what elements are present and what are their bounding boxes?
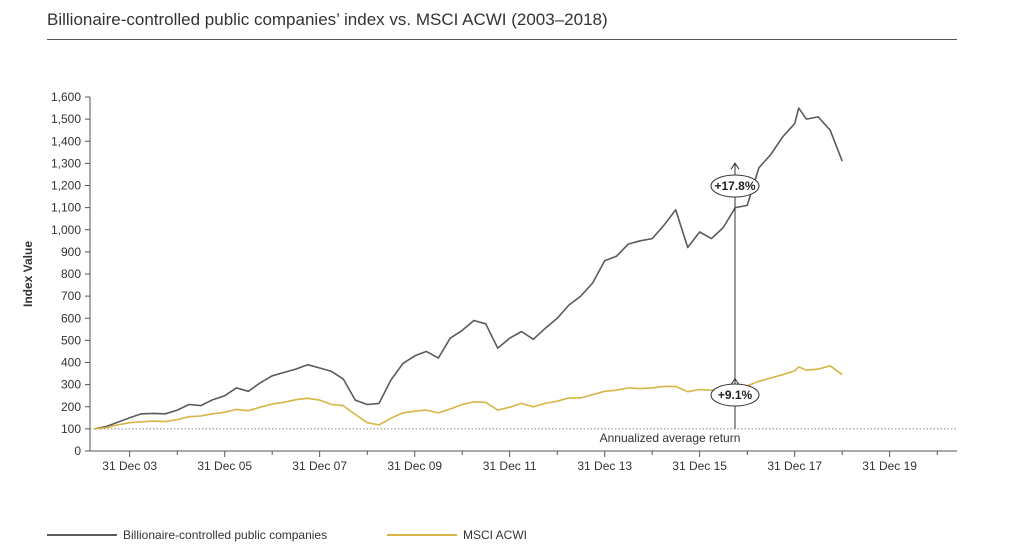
chart-title: Billionaire-controlled public companies’… bbox=[47, 10, 608, 29]
annotation-billionaire-label: +17.8% bbox=[714, 179, 755, 193]
x-tick-label: 31 Dec 13 bbox=[577, 459, 632, 473]
x-tick-label: 31 Dec 05 bbox=[197, 459, 252, 473]
x-tick-label: 31 Dec 03 bbox=[102, 459, 157, 473]
y-tick-label: 300 bbox=[61, 378, 81, 392]
annotation-layer: +17.8% +9.1% bbox=[710, 162, 760, 429]
title-divider bbox=[47, 39, 957, 40]
y-tick-label: 1,300 bbox=[51, 156, 81, 170]
y-axis-title: Index Value bbox=[21, 241, 35, 307]
legend-label-msci: MSCI ACWI bbox=[463, 528, 528, 542]
y-tick-label: 1,500 bbox=[51, 112, 81, 126]
x-tick-label: 31 Dec 19 bbox=[862, 459, 917, 473]
y-tick-label: 800 bbox=[61, 267, 81, 281]
legend-label-billionaire: Billionaire-controlled public companies bbox=[123, 528, 328, 542]
legend-item-msci: MSCI ACWI bbox=[387, 528, 527, 542]
axes: 0 100 200 300 400 500 600 700 800 900 1,000 1,100 1,… bbox=[21, 90, 957, 473]
y-tick-label: 0 bbox=[74, 444, 81, 458]
annotation-msci-label: +9.1% bbox=[718, 388, 753, 402]
y-tick-label: 100 bbox=[61, 422, 81, 436]
y-tick-label: 700 bbox=[61, 289, 81, 303]
legend-swatch-billionaire bbox=[47, 534, 117, 536]
annotation-arrowhead bbox=[730, 162, 740, 170]
y-tick-label: 400 bbox=[61, 356, 81, 370]
y-tick-label: 1,100 bbox=[51, 201, 81, 215]
legend-item-billionaire: Billionaire-controlled public companies bbox=[47, 528, 327, 542]
x-tick-label: 31 Dec 17 bbox=[767, 459, 822, 473]
y-tick-label: 1,600 bbox=[51, 90, 81, 104]
series-line-billionaire bbox=[93, 107, 843, 430]
annotation-msci-oval bbox=[710, 383, 760, 407]
series-layer bbox=[93, 107, 843, 430]
annotation-arrowhead bbox=[730, 377, 740, 385]
y-tick-label: 1,000 bbox=[51, 223, 81, 237]
y-tick-label: 600 bbox=[61, 311, 81, 325]
x-tick-label: 31 Dec 09 bbox=[387, 459, 442, 473]
x-tick-label: 31 Dec 15 bbox=[672, 459, 727, 473]
legend-swatch-msci bbox=[387, 534, 457, 536]
baseline-label: Annualized average return bbox=[600, 431, 741, 445]
y-tick-label: 1,400 bbox=[51, 134, 81, 148]
y-tick-label: 500 bbox=[61, 333, 81, 347]
x-tick-label: 31 Dec 11 bbox=[483, 459, 537, 473]
y-tick-label: 1,200 bbox=[51, 179, 81, 193]
x-tick-label: 31 Dec 07 bbox=[292, 459, 347, 473]
y-tick-label: 200 bbox=[61, 400, 81, 414]
y-tick-label: 900 bbox=[61, 245, 81, 259]
annotation-billionaire-oval bbox=[710, 174, 760, 198]
